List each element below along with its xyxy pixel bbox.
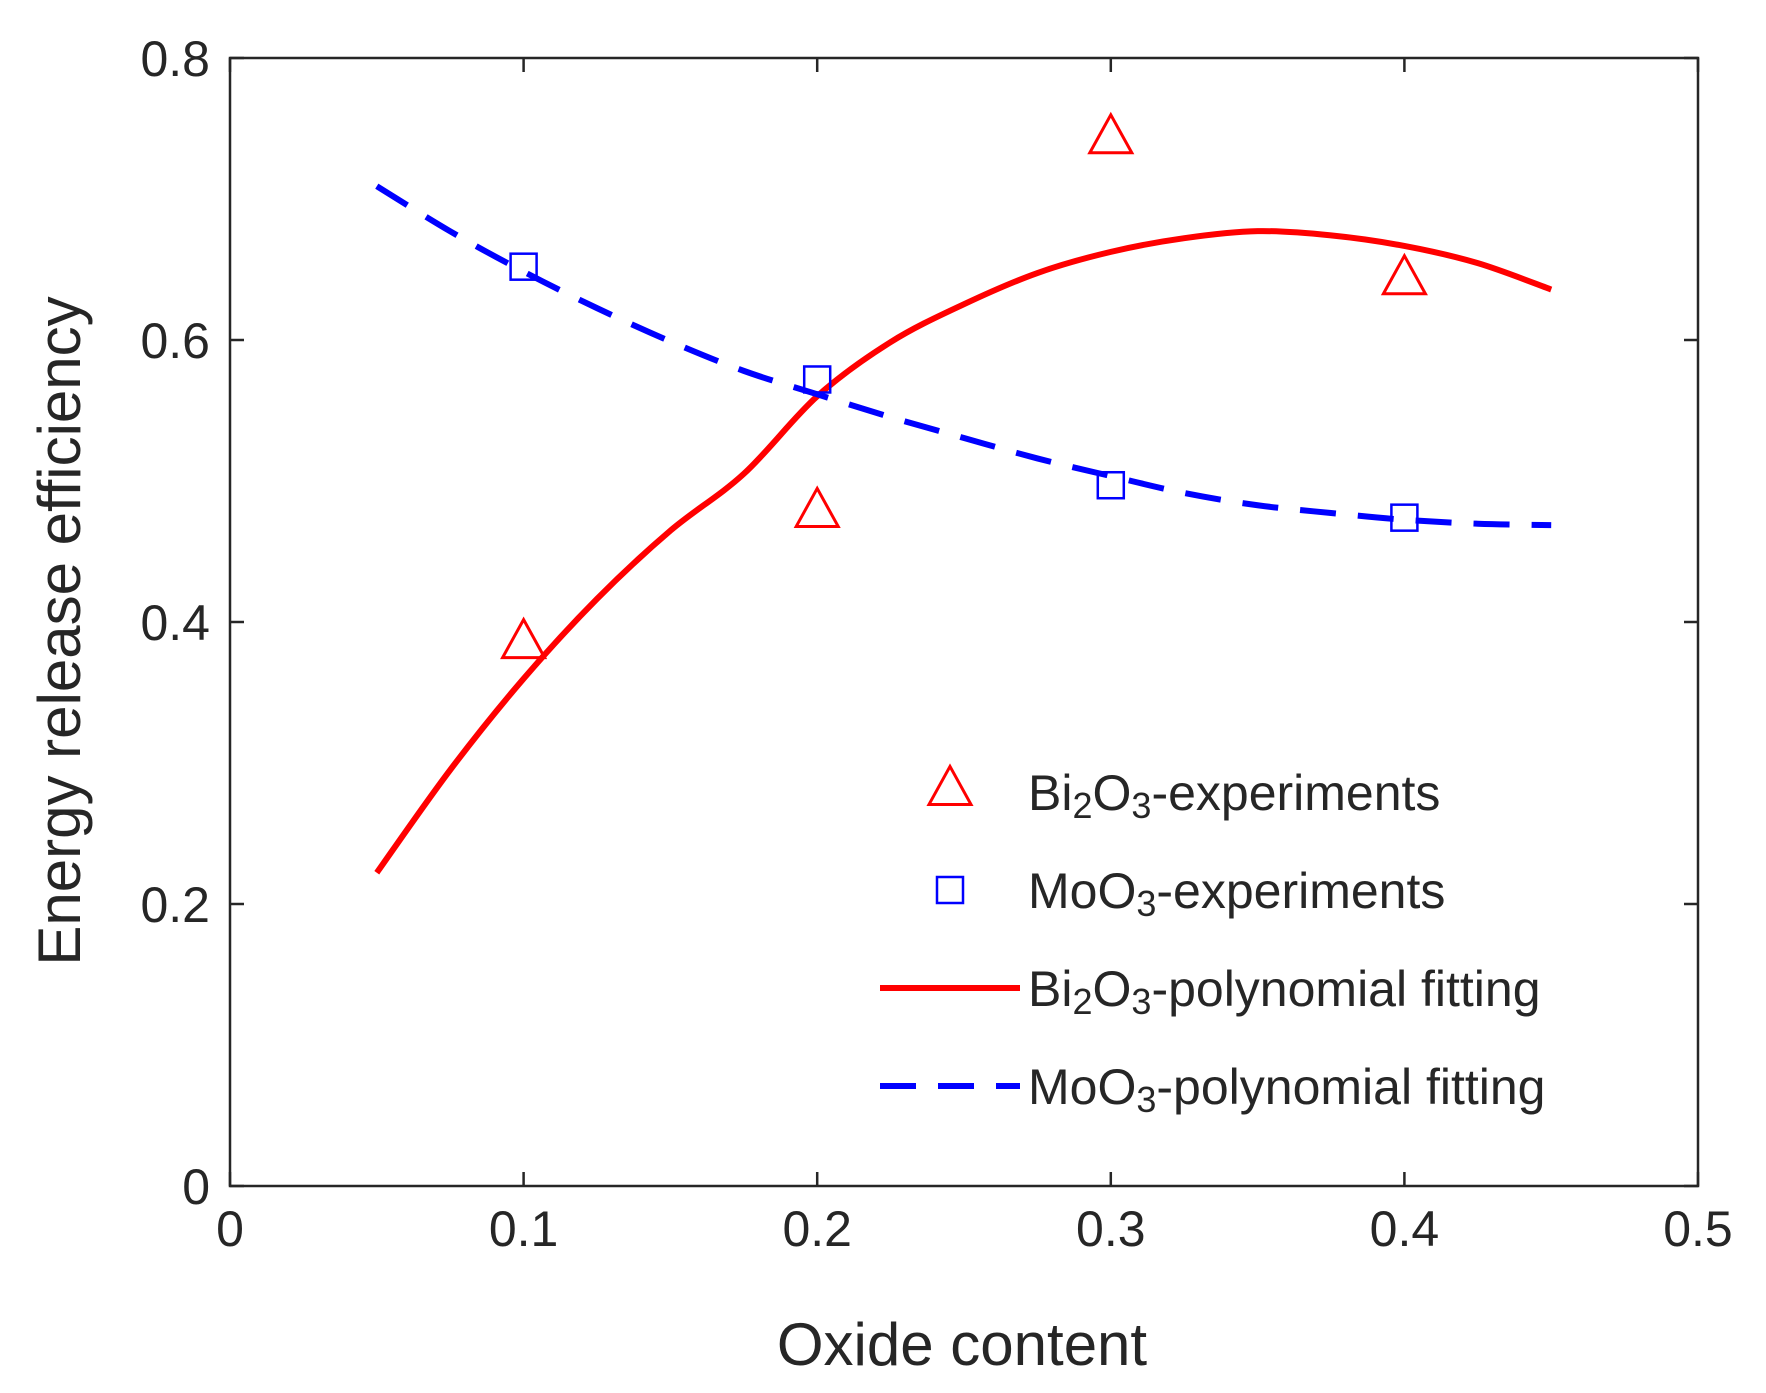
data-point-square xyxy=(802,365,832,394)
data-point-square xyxy=(1390,503,1419,532)
legend-label: MoO3-polynomial fitting xyxy=(1028,1059,1545,1120)
y-tick-label: 0.4 xyxy=(140,595,210,651)
series-moo3-experiments xyxy=(509,252,1419,532)
y-tick-label: 0.8 xyxy=(140,31,210,87)
series-bi2o3-polynomial-fitting xyxy=(374,228,1553,875)
data-point-square xyxy=(1096,470,1126,500)
data-point-square xyxy=(509,252,538,281)
legend-symbol-triangle xyxy=(926,763,974,806)
legend-label-subscript: 3 xyxy=(1136,1079,1156,1120)
x-tick-label: 0.4 xyxy=(1370,1201,1440,1257)
x-tick-label: 0.5 xyxy=(1663,1201,1733,1257)
x-axis-label: Oxide content xyxy=(777,1311,1148,1378)
legend-entry-moo3-experiments: MoO3-experiments xyxy=(935,863,1445,924)
series-bi2o3-experiments xyxy=(500,111,1428,660)
fit-line-bi2o3-polynomial-fitting xyxy=(374,228,1553,875)
legend-label-subscript: 3 xyxy=(1131,785,1151,826)
y-tick-label: 0 xyxy=(182,1159,210,1215)
legend-entry-moo3-polynomial-fitting: MoO3-polynomial fitting xyxy=(880,1059,1545,1120)
legend-label-subscript: 2 xyxy=(1072,785,1092,826)
tick-labels: 0 0.1 0.2 0.3 0.4 0.5 0 0.2 0.4 0.6 0.8 xyxy=(140,31,1732,1257)
x-tick-label: 0.2 xyxy=(782,1201,852,1257)
series-moo3-polynomial-fitting xyxy=(375,183,1552,529)
legend-label: Bi2O3-polynomial fitting xyxy=(1028,961,1541,1022)
legend-entry-bi2o3-experiments: Bi2O3-experiments xyxy=(926,763,1440,826)
x-tick-label: 0.3 xyxy=(1076,1201,1146,1257)
data-point-triangle xyxy=(793,485,841,528)
legend-label-text: -polynomial fitting xyxy=(1151,961,1540,1017)
x-tick-label: 0.1 xyxy=(489,1201,559,1257)
legend-entry-bi2o3-polynomial-fitting: Bi2O3-polynomial fitting xyxy=(880,961,1541,1022)
legend-label-text: -polynomial fitting xyxy=(1156,1059,1545,1115)
legend-label-text: -experiments xyxy=(1156,863,1445,919)
legend-label-text: Bi xyxy=(1028,765,1072,821)
legend-label-subscript: 2 xyxy=(1072,981,1092,1022)
legend-label-text: Bi xyxy=(1028,961,1072,1017)
y-axis-label: Energy release efficiency xyxy=(26,296,93,965)
legend-label-text: -experiments xyxy=(1151,765,1440,821)
legend-symbol-square xyxy=(935,875,965,905)
axis-ticks xyxy=(228,56,1700,1188)
data-point-triangle xyxy=(500,616,548,660)
legend-label-text: O xyxy=(1093,961,1132,1017)
legend-label-text: O xyxy=(1093,765,1132,821)
y-tick-label: 0.2 xyxy=(140,877,210,933)
y-tick-label: 0.6 xyxy=(140,313,210,369)
legend-label: Bi2O3-experiments xyxy=(1028,765,1440,826)
series-layer xyxy=(374,111,1553,875)
legend-label: MoO3-experiments xyxy=(1028,863,1445,924)
data-point-triangle xyxy=(1087,111,1135,155)
legend-label-text: MoO xyxy=(1028,863,1136,919)
legend-label-text: MoO xyxy=(1028,1059,1136,1115)
legend: Bi2O3-experimentsMoO3-experimentsBi2O3-p… xyxy=(880,763,1545,1120)
legend-label-subscript: 3 xyxy=(1131,981,1151,1022)
fit-line-moo3-polynomial-fitting xyxy=(375,183,1552,529)
data-point-triangle xyxy=(1380,252,1428,296)
x-tick-label: 0 xyxy=(216,1201,244,1257)
legend-label-subscript: 3 xyxy=(1136,883,1156,924)
